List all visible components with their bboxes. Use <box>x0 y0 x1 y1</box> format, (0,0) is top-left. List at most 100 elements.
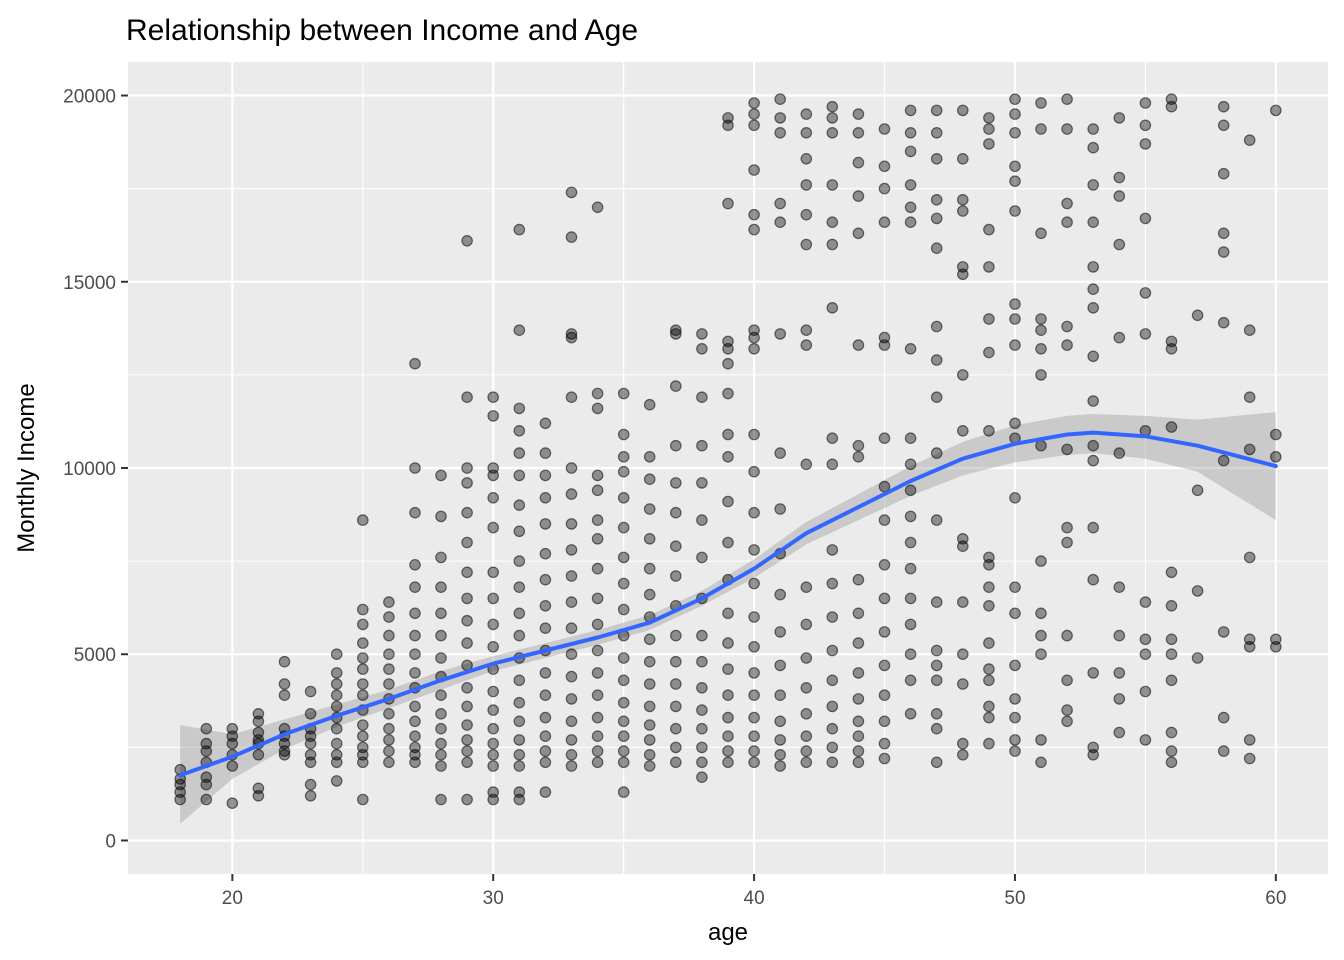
data-point <box>383 722 395 735</box>
data-point <box>930 447 943 459</box>
data-point <box>722 428 734 441</box>
data-point <box>383 756 395 769</box>
data-point <box>487 640 499 653</box>
data-point <box>774 588 786 601</box>
data-point <box>461 614 473 627</box>
data-point <box>330 722 343 735</box>
data-point <box>722 730 734 742</box>
data-point <box>330 775 343 787</box>
data-point <box>930 104 943 117</box>
data-point <box>878 514 891 526</box>
data-point <box>722 536 734 549</box>
data-point <box>826 216 839 228</box>
data-point <box>1113 331 1126 344</box>
data-point <box>565 518 578 530</box>
data-point <box>1243 752 1256 765</box>
data-point <box>1035 324 1047 336</box>
data-point <box>1113 581 1126 593</box>
data-point <box>356 514 369 526</box>
data-point <box>1035 607 1047 620</box>
data-point <box>1035 439 1047 452</box>
data-point <box>565 760 578 772</box>
data-point <box>748 544 760 556</box>
data-point <box>1061 629 1073 642</box>
data-point <box>669 380 682 392</box>
data-point <box>696 629 708 642</box>
data-point <box>565 596 578 608</box>
data-point <box>539 622 552 634</box>
data-point <box>956 596 969 608</box>
data-point <box>565 186 578 199</box>
data-point <box>565 570 578 582</box>
data-point <box>1009 298 1021 310</box>
data-point <box>956 153 969 165</box>
data-point <box>878 216 891 228</box>
data-point <box>696 722 708 735</box>
x-tick-label: 50 <box>1004 888 1025 909</box>
data-point <box>722 357 734 370</box>
data-point <box>1061 704 1073 716</box>
data-point <box>643 700 656 713</box>
data-point <box>409 715 421 728</box>
data-point <box>878 592 891 605</box>
data-point <box>591 689 604 701</box>
data-point <box>878 715 891 728</box>
data-point <box>1087 573 1099 586</box>
data-point <box>800 745 813 757</box>
data-point <box>1270 633 1282 646</box>
data-point <box>696 328 708 340</box>
data-point <box>409 648 421 660</box>
data-point <box>774 447 786 459</box>
data-point <box>278 748 291 761</box>
data-point <box>696 655 708 668</box>
data-point <box>1113 726 1126 739</box>
data-point <box>1009 127 1021 139</box>
data-point <box>539 745 552 757</box>
data-point <box>878 432 891 444</box>
data-point <box>487 685 499 698</box>
data-point <box>774 503 786 515</box>
data-point <box>643 473 656 485</box>
x-tick-label: 30 <box>483 888 504 909</box>
data-point <box>800 681 813 694</box>
data-point <box>1217 745 1230 757</box>
data-point <box>409 700 421 713</box>
data-point <box>774 112 786 124</box>
data-point <box>852 127 865 139</box>
data-point <box>956 678 969 690</box>
data-point <box>383 648 395 660</box>
data-point <box>1165 335 1178 348</box>
data-point <box>696 741 708 754</box>
data-point <box>852 693 865 705</box>
data-point <box>1113 171 1126 184</box>
data-point <box>383 611 395 623</box>
data-point <box>800 707 813 720</box>
data-point <box>1165 93 1178 105</box>
data-point <box>1061 197 1073 210</box>
data-point <box>1087 179 1099 191</box>
data-point <box>1217 711 1230 724</box>
data-point <box>826 238 839 251</box>
x-axis-title: age <box>708 919 748 946</box>
data-point <box>435 551 447 564</box>
data-point <box>800 458 813 471</box>
data-point <box>1139 633 1152 646</box>
data-point <box>1270 428 1282 441</box>
data-point <box>983 112 995 124</box>
data-point <box>1061 216 1073 228</box>
data-point <box>304 685 317 698</box>
data-point <box>722 450 734 463</box>
data-point <box>669 477 682 489</box>
data-point <box>983 700 995 713</box>
data-point <box>435 748 447 761</box>
data-point <box>774 748 786 761</box>
data-point <box>1035 123 1047 135</box>
data-point <box>878 331 891 344</box>
data-point <box>409 506 421 519</box>
data-point <box>278 678 291 690</box>
data-point <box>669 540 682 552</box>
data-point <box>983 711 995 724</box>
data-point <box>878 160 891 173</box>
data-point <box>513 555 526 567</box>
data-point <box>513 607 526 620</box>
